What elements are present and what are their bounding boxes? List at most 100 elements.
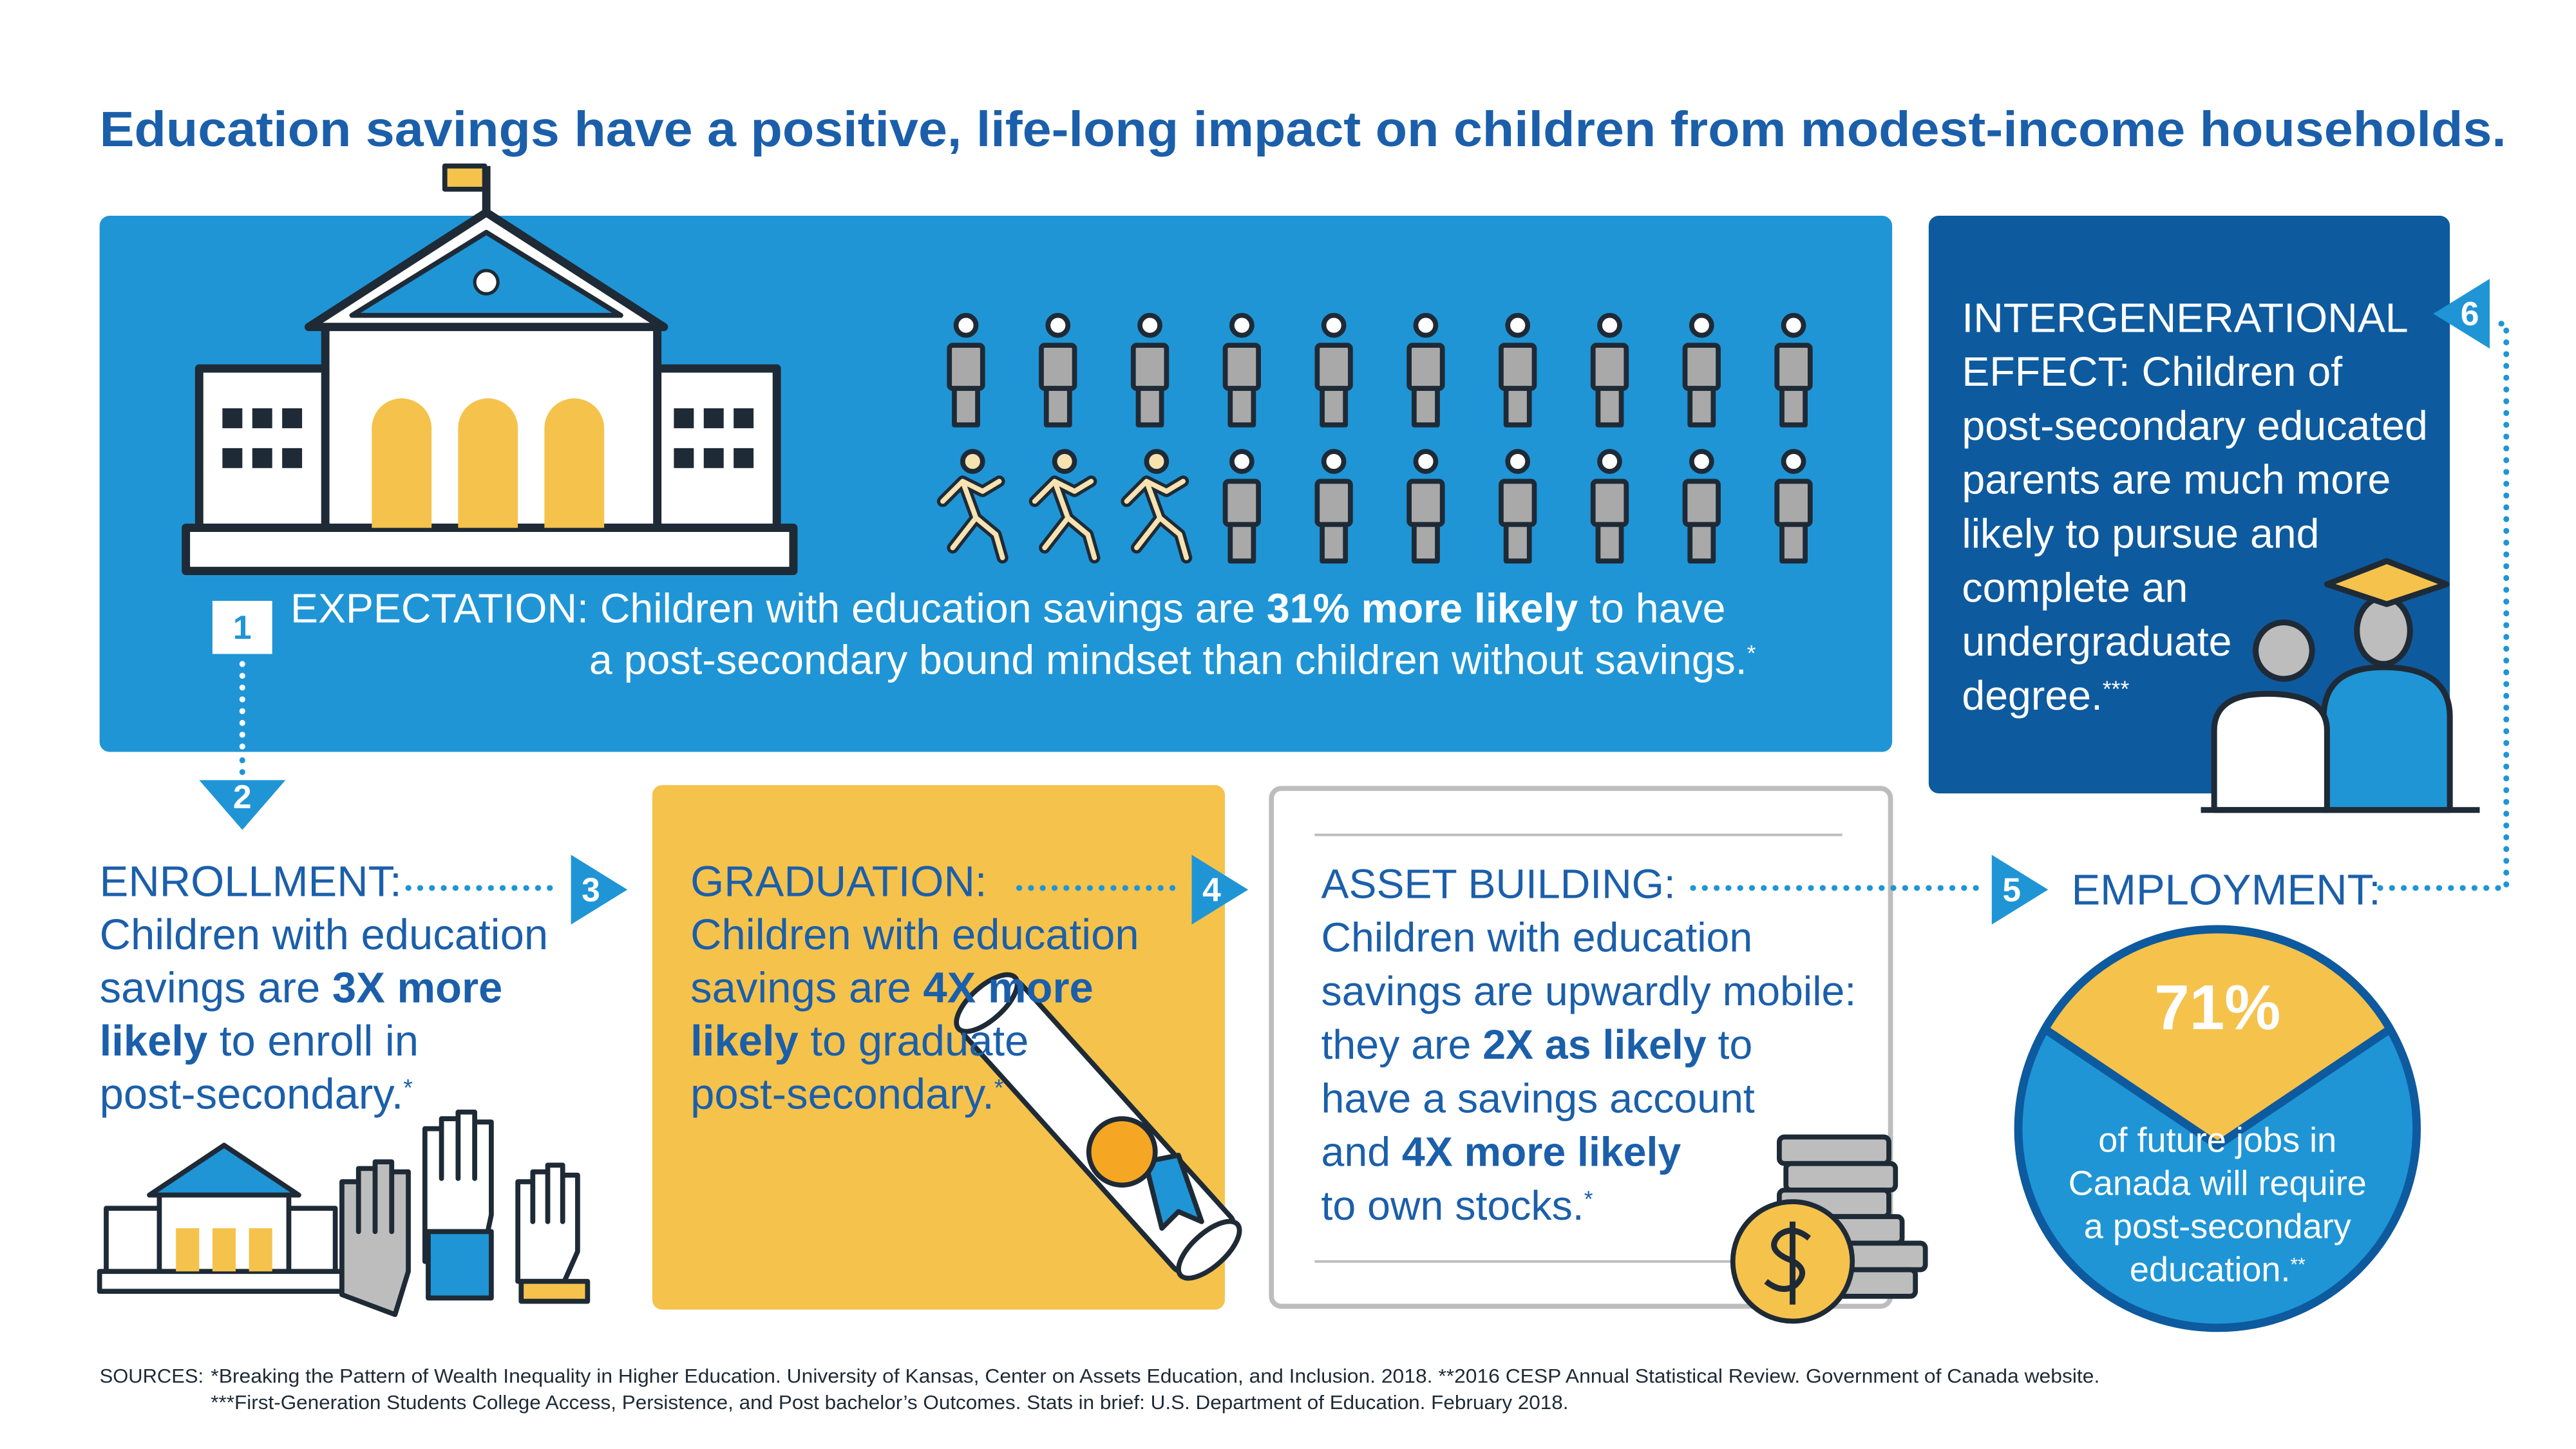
text-line: post-secondary.* <box>690 1070 1003 1119</box>
number-triangle <box>1991 855 2049 925</box>
title: Education savings have a positive, life-… <box>100 102 2506 157</box>
text-run: post-secondary. <box>100 1070 404 1119</box>
runner-body-fill <box>1032 478 1097 560</box>
person <box>1590 312 1629 428</box>
connectors <box>239 321 2510 891</box>
pie-wedge <box>2040 925 2394 1150</box>
text-run: ASSET BUILDING: <box>1321 860 1676 907</box>
head <box>1781 449 1806 474</box>
torso <box>1774 478 1813 527</box>
torso <box>1314 478 1353 527</box>
legs <box>1412 522 1440 564</box>
text-run: degree. <box>1962 672 2102 719</box>
text-line: to own stocks.* <box>1321 1182 1593 1229</box>
bold-run: 31% more likely <box>1267 585 1578 631</box>
stat: 71% <box>2154 972 2280 1043</box>
text-run: savings are upwardly mobile: <box>1321 968 1857 1014</box>
text-line: EXPECTATION: Children with education sav… <box>290 585 1725 631</box>
source: *Breaking the Pattern of Wealth Inequali… <box>211 1365 2099 1387</box>
person <box>1039 312 1077 428</box>
small-building-icon <box>97 1142 345 1294</box>
legs <box>1779 522 1808 564</box>
bold-run: 4X more <box>923 964 1093 1012</box>
number-triangle <box>571 855 628 925</box>
section-number: 3 <box>582 871 600 908</box>
runner <box>936 449 1009 564</box>
flag <box>442 163 488 192</box>
text-line: degree.*** <box>1962 672 2129 719</box>
text-run: undergraduate <box>1962 618 2231 665</box>
person <box>947 312 985 428</box>
head <box>1505 312 1531 338</box>
text-run: and <box>1321 1129 1402 1175</box>
head <box>1689 312 1714 338</box>
sources-label: SOURCES: <box>100 1365 204 1387</box>
head <box>1413 312 1439 338</box>
number-box <box>212 600 272 654</box>
text-run: to graduate <box>799 1017 1029 1065</box>
connector <box>2377 321 2510 891</box>
text-line: ASSET BUILDING: <box>1321 860 1676 907</box>
section-number: 2 <box>233 778 252 815</box>
text-run: ** <box>2291 1254 2306 1275</box>
text-line: Children with education <box>100 911 548 959</box>
text-run: Canada will require <box>2069 1164 2367 1203</box>
runner-body-fill <box>1124 478 1189 560</box>
intergenerational-panel <box>1928 216 2450 793</box>
number-triangle <box>2433 278 2490 349</box>
section-number: 6 <box>2461 295 2479 332</box>
number-triangle <box>1191 855 1249 925</box>
text-run: education. <box>2130 1251 2291 1289</box>
text-line: ENROLLMENT: <box>100 858 402 906</box>
runner-body-fill <box>940 478 1005 560</box>
torso <box>1590 343 1629 391</box>
text-run: * <box>403 1074 412 1101</box>
head <box>1229 449 1255 474</box>
text-run: have a savings account <box>1321 1075 1755 1121</box>
section-number: 1 <box>233 609 252 646</box>
text-line: EFFECT: Children of <box>1962 348 2342 395</box>
arch <box>544 398 605 528</box>
head <box>1505 449 1531 474</box>
head <box>1045 312 1071 338</box>
oculus <box>473 269 500 296</box>
text-run: * <box>1584 1186 1593 1212</box>
head <box>1781 312 1806 338</box>
text-run: ENROLLMENT: <box>100 858 402 906</box>
torso <box>1406 343 1445 391</box>
text-run: to own stocks. <box>1321 1182 1584 1229</box>
text-line: Children with education <box>1321 914 1753 961</box>
section-number: 5 <box>2002 871 2021 908</box>
text-line: education.** <box>2130 1251 2306 1289</box>
text-line: complete an <box>1962 564 2188 611</box>
text-line: of future jobs in <box>2098 1121 2336 1160</box>
text-run: a post-secondary bound mindset than chil… <box>589 636 1747 683</box>
legs <box>1503 522 1532 564</box>
text-run: savings are <box>100 964 332 1012</box>
person <box>1222 449 1261 564</box>
text-run: of future jobs in <box>2098 1121 2336 1160</box>
number-triangle <box>199 780 286 830</box>
text-line: savings are upwardly mobile: <box>1321 968 1857 1014</box>
text-line: post-secondary educated <box>1962 402 2427 449</box>
legs <box>1595 522 1624 564</box>
text-line: likely to graduate <box>690 1017 1028 1065</box>
text-run: to have <box>1578 585 1725 631</box>
text-line: Canada will require <box>2069 1164 2367 1203</box>
text-line: a post-secondary <box>2084 1208 2351 1246</box>
text-run: * <box>994 1074 1003 1101</box>
text-run: * <box>1747 640 1756 666</box>
text-run: complete an <box>1962 564 2188 611</box>
person <box>1682 449 1721 564</box>
text-run: GRADUATION: <box>690 858 987 906</box>
legs <box>1227 522 1256 564</box>
torso <box>1222 343 1261 391</box>
bold-run: likely <box>690 1017 799 1065</box>
torso <box>1499 478 1537 527</box>
runner <box>1028 449 1101 564</box>
torso <box>1682 343 1721 391</box>
base <box>182 524 798 576</box>
text-run: post-secondary educated <box>1962 402 2427 449</box>
arch <box>458 398 518 528</box>
text-run: EFFECT: Children of <box>1962 348 2342 395</box>
